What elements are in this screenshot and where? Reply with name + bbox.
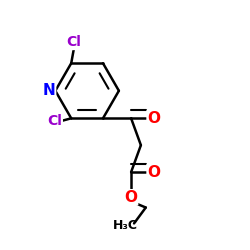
Text: H₃C: H₃C (113, 219, 138, 232)
Text: Cl: Cl (48, 114, 62, 128)
Text: O: O (147, 164, 160, 180)
Text: O: O (124, 190, 138, 205)
Text: O: O (147, 111, 160, 126)
Text: Cl: Cl (66, 36, 81, 50)
Text: N: N (43, 83, 56, 98)
